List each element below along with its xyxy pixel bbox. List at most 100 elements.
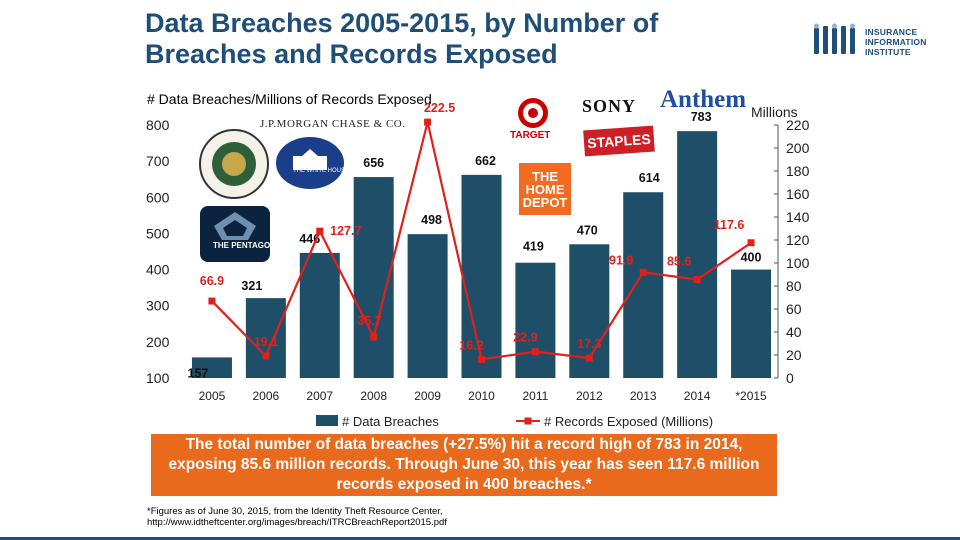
records-value-label: 222.5 [424,101,455,115]
bar-value-label: 662 [475,154,496,168]
chart-subtitle: # Data Breaches/Millions of Records Expo… [147,91,432,107]
bar-2005 [191,357,232,378]
callout-box: The total number of data breaches (+27.5… [151,434,777,496]
x-tick-label: 2014 [684,389,711,403]
records-value-label: 85.6 [667,255,691,269]
target-logo-icon [518,98,548,128]
pentagon-logo-icon [200,206,270,262]
records-point-2008 [370,333,378,341]
bar-value-label: 498 [421,213,442,227]
x-tick-label: 2006 [253,389,280,403]
white-house-logo-icon [276,137,344,189]
records-value-label: 66.9 [200,274,224,288]
y-right-tick-label: 120 [786,232,810,248]
x-tick-label: 2013 [630,389,657,403]
records-value-label: 117.6 [714,218,745,232]
records-point-2012 [585,354,593,362]
y-left-tick-label: 600 [146,189,170,205]
y-right-tick-label: 20 [786,347,802,363]
footnote: *Figures as of June 30, 2015, from the I… [147,506,447,528]
bar-2014 [677,131,718,378]
jpmorgan-logo: J.P.MORGAN CHASE & CO. [260,118,406,130]
legend-bar-swatch [316,415,338,426]
x-tick-label: *2015 [735,389,767,403]
bar-value-label: 157 [188,366,209,380]
records-value-label: 127.7 [330,224,361,238]
bar-2013 [623,192,664,378]
y-left-tick-label: 800 [146,117,170,133]
records-point-2014 [693,276,701,284]
records-point-2013 [639,268,647,276]
bar-2007 [299,252,340,378]
bar-value-label: 321 [241,279,262,293]
title-line-2: Breaches and Records Exposed [145,39,558,69]
y-left-tick-label: 100 [146,370,170,386]
y-right-tick-label: 220 [786,117,810,133]
records-point-2010 [478,355,485,363]
pentagon-label: THE PENTAGON [213,241,276,250]
y-right-tick-label: 0 [786,370,794,386]
title-line-1: Data Breaches 2005-2015, by Number of [145,8,659,38]
slide-title: Data Breaches 2005-2015, by Number of Br… [145,8,795,70]
y-right-tick-label: 80 [786,278,802,294]
bar-value-label: 400 [741,251,762,265]
y-right-tick-label: 140 [786,209,810,225]
records-point-2005 [208,297,216,305]
y-right-tick-label: 100 [786,255,810,271]
iii-logo-text: INSURANCE INFORMATION INSTITUTE [865,27,927,57]
bar-value-label: 614 [639,171,660,185]
legend-line-marker [524,417,532,425]
right-axis-unit: Millions [751,104,798,120]
records-point-2015 [747,239,755,247]
records-point-2009 [424,118,432,126]
target-logo-text: TARGET [510,130,551,141]
white-house-label: THE WHITE HOUSE [293,168,350,174]
x-tick-label: 2010 [468,389,495,403]
records-value-label: 22.9 [513,331,537,345]
sony-logo: SONY [582,96,637,116]
y-left-tick-label: 400 [146,262,170,278]
x-tick-label: 2011 [523,389,549,403]
footnote-line-1: *Figures as of June 30, 2015, from the I… [147,506,443,517]
bar-value-label: 470 [577,223,598,237]
iii-logo-icon [814,23,855,54]
bar-2011 [515,262,556,378]
bar-2010 [461,174,502,378]
y-left-tick-label: 200 [146,334,170,350]
bar-2006 [245,298,286,378]
y-right-tick-label: 200 [786,140,810,156]
y-left-tick-label: 700 [146,153,170,169]
records-value-label: 91.9 [609,253,633,267]
anthem-logo: Anthem [660,86,747,113]
y-right-tick-label: 60 [786,301,802,317]
y-left-tick-label: 300 [146,298,170,314]
bottom-bar [0,537,960,540]
bar-2015 [731,269,772,378]
bar-2009 [407,234,448,378]
legend-bar-label: # Data Breaches [342,414,439,429]
y-left-tick-label: 500 [146,225,170,241]
bar-value-label: 656 [363,156,384,170]
x-tick-label: 2009 [414,389,441,403]
bar-value-label: 419 [523,240,544,254]
records-value-label: 16.2 [459,338,483,352]
y-right-tick-label: 180 [786,163,810,179]
home-depot-logo: THE HOME DEPOT [519,163,571,215]
x-tick-label: 2007 [306,389,333,403]
legend-line-label: # Records Exposed (Millions) [544,414,713,429]
y-right-tick-label: 40 [786,324,802,340]
x-tick-label: 2005 [199,389,226,403]
bar-2008 [353,177,394,378]
records-value-label: 19.1 [254,335,278,349]
records-point-2011 [531,348,539,356]
records-value-label: 35.7 [358,314,382,328]
footnote-line-2: http://www.idtheftcenter.org/images/brea… [147,517,447,528]
y-right-tick-label: 160 [786,186,810,202]
x-tick-label: 2008 [360,389,387,403]
bar-value-label: 783 [691,110,712,124]
records-value-label: 17.3 [577,337,601,351]
records-point-2007 [316,227,324,235]
seal-logo-icon [199,129,269,199]
records-point-2006 [262,352,270,360]
